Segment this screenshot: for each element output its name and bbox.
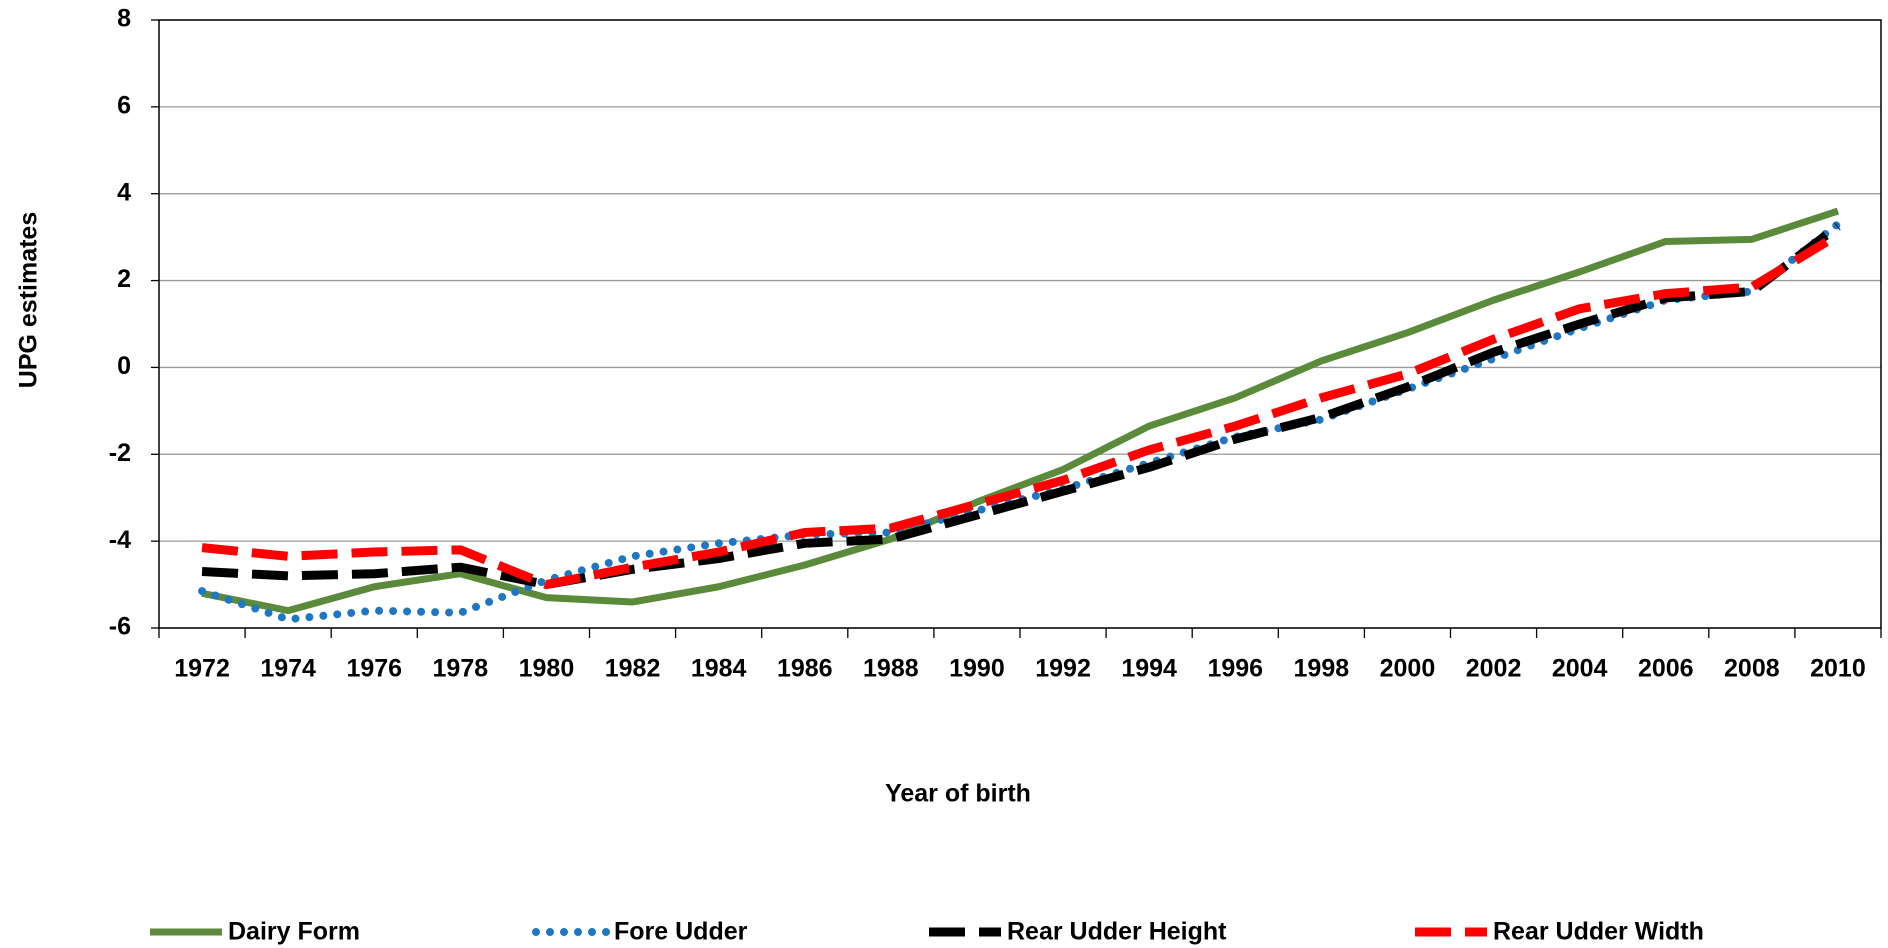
y-tick-label: 2 <box>117 265 131 293</box>
x-tick-label: 2002 <box>1466 655 1522 683</box>
y-tick-label: 4 <box>117 178 131 206</box>
x-tick-label: 1982 <box>605 655 661 683</box>
legend-label: Rear Udder Height <box>1007 918 1227 946</box>
series-line <box>201 207 1840 615</box>
x-tick-label: 2010 <box>1810 655 1866 683</box>
y-tick-label: 0 <box>117 352 131 380</box>
y-tick-label: 8 <box>117 5 131 33</box>
legend-label: Rear Udder Width <box>1493 918 1704 946</box>
x-tick-label: 2008 <box>1724 655 1780 683</box>
x-tick-label: 1978 <box>433 655 489 683</box>
x-tick-label: 1998 <box>1294 655 1350 683</box>
x-tick-label: 2000 <box>1380 655 1436 683</box>
series-line <box>201 222 1841 590</box>
x-tick-label: 1984 <box>691 655 747 683</box>
y-tick-label: -4 <box>109 526 131 554</box>
y-tick-label: -6 <box>109 613 131 641</box>
x-tick-label: 1976 <box>346 655 402 683</box>
legend-label: Dairy Form <box>228 918 360 946</box>
y-tick-label: -2 <box>109 439 131 467</box>
x-tick-label: 1996 <box>1207 655 1263 683</box>
legend-label: Fore Udder <box>614 918 748 946</box>
y-axis-label: UPG estimates <box>15 212 43 388</box>
x-tick-label: 1972 <box>174 655 230 683</box>
plot-frame <box>158 19 1882 629</box>
x-tick-label: 1980 <box>519 655 575 683</box>
x-tick-label: 1990 <box>949 655 1005 683</box>
x-tick-label: 1992 <box>1035 655 1091 683</box>
series-line <box>198 220 1842 624</box>
x-tick-label: 1974 <box>260 655 316 683</box>
x-tick-label: 1986 <box>777 655 833 683</box>
series-line <box>201 231 1841 590</box>
x-tick-label: 2004 <box>1552 655 1608 683</box>
y-tick-label: 6 <box>117 91 131 119</box>
x-tick-label: 2006 <box>1638 655 1694 683</box>
x-tick-label: 1988 <box>863 655 919 683</box>
x-tick-label: 1994 <box>1121 655 1177 683</box>
x-axis-label: Year of birth <box>885 780 1031 808</box>
